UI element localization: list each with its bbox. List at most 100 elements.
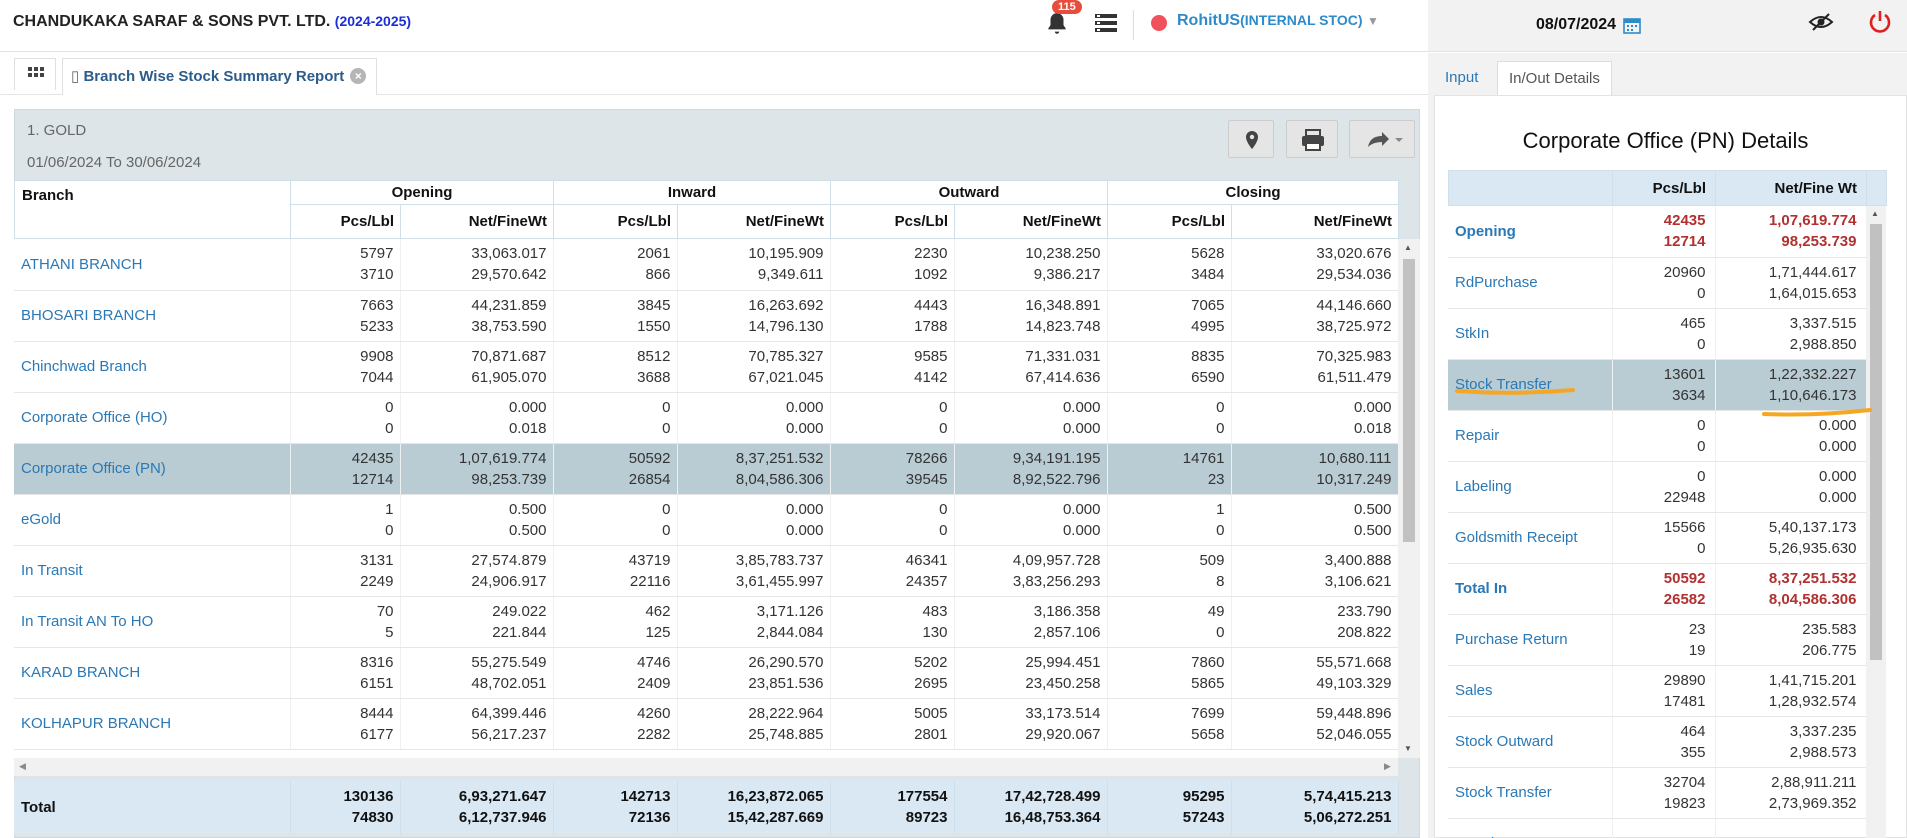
details-row[interactable]: StkIn 465 0 3,337.515 2,988.850 — [1448, 308, 1886, 360]
details-pcs: 29890 17481 — [1612, 665, 1716, 717]
horizontal-scrollbar[interactable]: ◀ ▶ — [14, 758, 1398, 776]
table-row[interactable]: ATHANI BRANCH 5797 3710 33,063.017 29,570.64… — [14, 239, 1398, 291]
cell-value-top: 10,238.250 — [1025, 245, 1101, 263]
cell-value-top: 10,680.111 — [1318, 449, 1392, 467]
user-menu[interactable]: RohitUS(INTERNAL STOC) ▼ — [1177, 12, 1379, 29]
details-label[interactable]: StkIn — [1448, 308, 1613, 360]
table-row[interactable]: eGold 1 0 0.500 0.500 0 0 0.000 0.000 0 0 0.000 0.00… — [14, 494, 1398, 546]
apps-grid-button[interactable] — [14, 58, 56, 90]
cell-inward-wt: 0.000 0.000 — [677, 494, 831, 546]
location-button[interactable] — [1228, 120, 1274, 158]
details-value-top: 5,40,137.173 — [1768, 518, 1857, 536]
scroll-down-arrow-icon[interactable]: ▼ — [1404, 744, 1412, 753]
scroll-up-arrow-icon[interactable]: ▲ — [1404, 243, 1412, 252]
details-label[interactable]: Stock Transfer — [1448, 359, 1613, 411]
details-label[interactable]: Goldsmith Receipt — [1448, 512, 1613, 564]
cell-value-top: 3,171.126 — [756, 602, 824, 620]
table-row[interactable]: In Transit 3131 2249 27,574.879 24,906.917 43… — [14, 545, 1398, 597]
cell-closing-pcs: 8835 6590 — [1107, 341, 1232, 393]
details-label[interactable]: Stock Outward — [1448, 716, 1613, 768]
details-header-pcs: Pcs/Lbl — [1612, 170, 1716, 206]
header-branch: Branch — [14, 180, 291, 239]
share-button[interactable] — [1349, 120, 1415, 158]
table-row[interactable]: BHOSARI BRANCH 7663 5233 44,231.859 38,753.5… — [14, 290, 1398, 342]
table-row[interactable]: KARAD BRANCH 8316 6151 55,275.549 48,702.051… — [14, 647, 1398, 699]
details-value-bottom: 5,26,935.630 — [1768, 539, 1857, 557]
table-row[interactable]: In Transit AN To HO 70 5 249.022 221.844 462 1… — [14, 596, 1398, 648]
details-row[interactable]: Sales 29890 17481 1,41,715.201 1,28,932.574 — [1448, 665, 1886, 717]
vertical-scrollbar[interactable]: ▲ ▼ — [1398, 239, 1420, 758]
scrollbar-thumb[interactable] — [1403, 259, 1415, 542]
details-value-top: 23 — [1688, 620, 1706, 638]
cell-value-top: 5628 — [1191, 245, 1225, 263]
current-date[interactable]: 08/07/2024 — [1536, 16, 1617, 33]
cell-opening-wt: 249.022 221.844 — [400, 596, 554, 648]
details-label[interactable]: Purchase Return — [1448, 614, 1613, 666]
details-row[interactable]: Stock Transfer 13601 3634 1,22,332.227 1,10,… — [1448, 359, 1886, 411]
details-row[interactable]: Repair 0 0 0.000 0.000 — [1448, 410, 1886, 462]
details-scrollbar[interactable]: ▲ — [1866, 206, 1886, 838]
branch-link[interactable]: KOLHAPUR BRANCH — [14, 698, 291, 750]
total-value-bottom: 16,48,753.364 — [1004, 809, 1101, 826]
scroll-left-arrow-icon[interactable]: ◀ — [19, 761, 26, 771]
details-row[interactable]: Total In 50592 26582 8,37,251.532 8,04,586.3… — [1448, 563, 1886, 615]
tab-in-out-details[interactable]: In/Out Details — [1497, 61, 1612, 96]
details-row[interactable]: Stock Outward 464 355 3,337.235 2,988.573 — [1448, 716, 1886, 768]
branch-link[interactable]: Chinchwad Branch — [14, 341, 291, 393]
branch-link[interactable]: ATHANI BRANCH — [14, 239, 291, 291]
details-row[interactable]: RdPurchase 20960 0 1,71,444.617 1,64,015.653 — [1448, 257, 1886, 309]
cell-value-top: 5797 — [360, 245, 394, 263]
branch-link[interactable]: Corporate Office (HO) — [14, 392, 291, 444]
cell-opening-wt: 0.000 0.018 — [400, 392, 554, 444]
cell-value-bottom: 0.018 — [508, 419, 547, 437]
scrollbar-thumb[interactable] — [1870, 224, 1882, 660]
branch-link[interactable]: Corporate Office (PN) — [14, 443, 291, 495]
table-row[interactable]: Chinchwad Branch 9908 7044 70,871.687 61,905… — [14, 341, 1398, 393]
cell-value-top: 28,222.964 — [748, 704, 824, 722]
details-row[interactable]: Goldsmith Receipt 15566 0 5,40,137.173 5,26,… — [1448, 512, 1886, 564]
scroll-up-arrow-icon[interactable]: ▲ — [1871, 209, 1879, 218]
details-label[interactable]: RdPurchase — [1448, 257, 1613, 309]
cell-value-top: 33,020.676 — [1316, 245, 1392, 263]
list-menu-icon[interactable] — [1094, 12, 1118, 34]
tab-input[interactable]: Input — [1445, 69, 1479, 86]
branch-link[interactable]: In Transit AN To HO — [14, 596, 291, 648]
close-tab-icon[interactable]: × — [350, 68, 367, 84]
details-label[interactable]: Labeling — [1448, 461, 1613, 513]
details-label[interactable]: Sales — [1448, 665, 1613, 717]
details-label[interactable]: Total In — [1448, 563, 1613, 615]
details-label[interactable]: Opening — [1448, 206, 1613, 258]
branch-link[interactable]: In Transit — [14, 545, 291, 597]
table-row[interactable]: Corporate Office (HO) 0 0 0.000 0.018 0 0 0.000… — [14, 392, 1398, 444]
eye-off-icon[interactable] — [1808, 12, 1834, 32]
table-row[interactable]: Corporate Office (PN) 42435 12714 1,07,619.… — [14, 443, 1398, 495]
details-row[interactable]: Stock Transfer 32704 19823 2,88,911.211 2,73… — [1448, 767, 1886, 819]
map-pin-icon — [1246, 131, 1258, 149]
branch-link[interactable]: eGold — [14, 494, 291, 546]
cell-value-top: 0.000 — [1353, 398, 1392, 416]
scroll-right-arrow-icon[interactable]: ▶ — [1384, 761, 1391, 771]
details-row[interactable]: Purchase Return 23 19 235.583 206.775 — [1448, 614, 1886, 666]
details-value-bottom: 2,73,969.352 — [1768, 794, 1857, 812]
power-icon[interactable] — [1868, 10, 1892, 34]
details-value-bottom: 1,28,932.574 — [1768, 692, 1857, 710]
table-row[interactable]: KOLHAPUR BRANCH 8444 6177 64,399.446 56,217.… — [14, 698, 1398, 750]
details-wt: 0.000 0.000 — [1715, 461, 1867, 513]
tab-branch-wise-stock-summary[interactable]: ▯ Branch Wise Stock Summary Report × — [62, 58, 378, 95]
branch-link[interactable]: BHOSARI BRANCH — [14, 290, 291, 342]
details-label[interactable]: Stock Transfer — [1448, 767, 1613, 819]
calendar-icon[interactable] — [1623, 16, 1641, 34]
details-label[interactable]: Repair — [1448, 410, 1613, 462]
details-label[interactable]: Repair — [1448, 818, 1613, 838]
cell-inward-wt: 16,263.692 14,796.130 — [677, 290, 831, 342]
branch-link[interactable]: KARAD BRANCH — [14, 647, 291, 699]
bell-icon[interactable] — [1044, 11, 1070, 37]
details-row[interactable]: Opening 42435 12714 1,07,619.774 98,253.739 — [1448, 206, 1886, 258]
cell-opening-wt: 70,871.687 61,905.070 — [400, 341, 554, 393]
print-button[interactable] — [1286, 120, 1338, 158]
details-row[interactable]: Labeling 0 22948 0.000 0.000 — [1448, 461, 1886, 513]
total-value-top: 95295 — [1182, 788, 1225, 805]
